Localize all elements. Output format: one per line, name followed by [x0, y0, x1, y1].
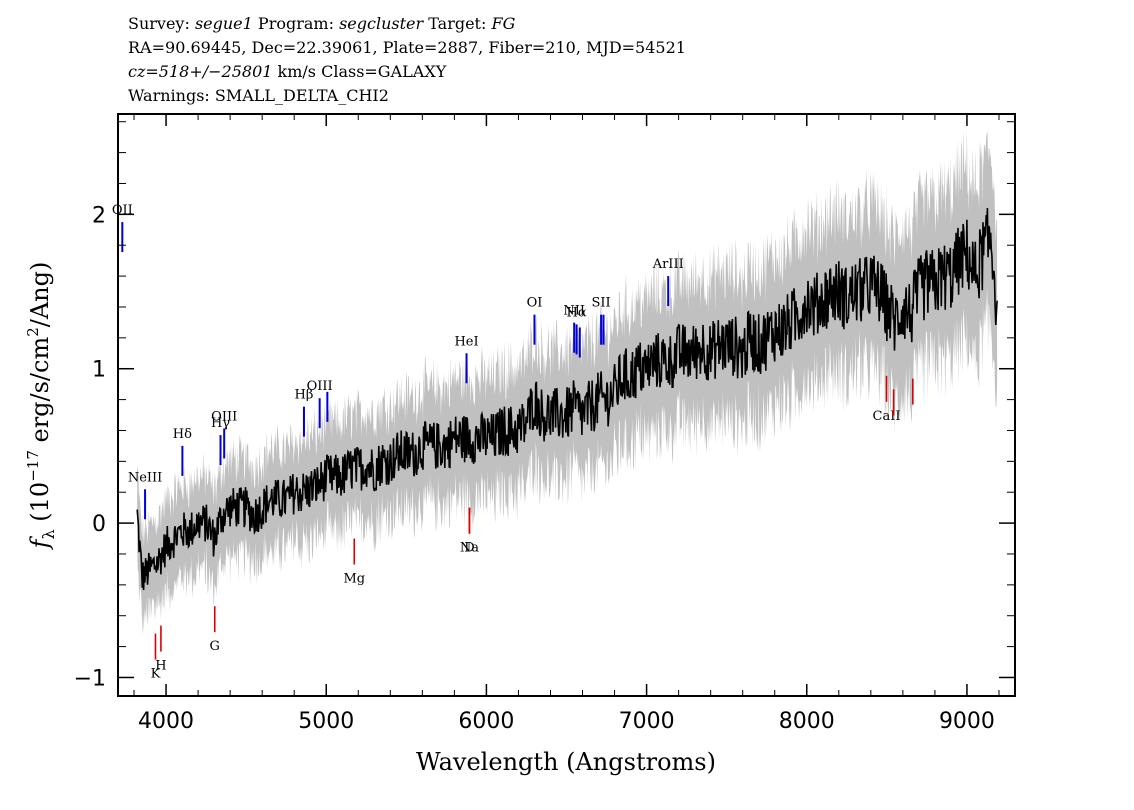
absorption-line-label: D — [464, 541, 474, 556]
header-line-survey: Survey: segue1 Program: segcluster Targe… — [128, 12, 686, 36]
target-label: Target: — [428, 14, 487, 33]
absorption-line-label: Na — [460, 541, 479, 556]
emission-line-label: OIII — [211, 409, 237, 424]
emission-line-label: ArIII — [652, 257, 684, 272]
x-tick-label: 5000 — [298, 709, 354, 734]
y-tick-label: 1 — [92, 358, 106, 383]
emission-line-label: NeIII — [128, 470, 162, 485]
x-tick-label: 4000 — [138, 709, 194, 734]
emission-line-label: Hγ — [211, 416, 230, 431]
emission-line-label: NII — [563, 304, 585, 319]
absorption-line-label: CaII — [873, 409, 901, 424]
absorption-line-label: H — [155, 659, 166, 674]
redshift-value: cz=518+/−25801 — [128, 62, 273, 81]
emission-line-label: OI — [527, 296, 543, 311]
x-tick-label: 8000 — [779, 709, 835, 734]
flux-series — [136, 207, 998, 591]
absorption-line-label: K — [151, 667, 161, 682]
y-tick-label: 0 — [92, 512, 106, 537]
survey-label: Survey: — [128, 14, 190, 33]
axis-ticks: 4000 5000 6000 7000 8000 9000 −1 0 1 2 — [74, 114, 1015, 734]
header-line-warnings: Warnings: SMALL_DELTA_CHI2 — [128, 86, 389, 105]
target-value: FG — [491, 14, 516, 33]
y-tick-label: 2 — [92, 203, 106, 228]
survey-value: segue1 — [194, 14, 253, 33]
header-line-coordinates: RA=90.69445, Dec=22.39061, Plate=2887, F… — [128, 38, 686, 57]
emission-line-label: Hδ — [173, 427, 192, 442]
error-band-area — [137, 127, 998, 637]
y-tick-label: −1 — [74, 666, 106, 691]
emission-line-label: Hβ — [295, 388, 314, 403]
error-band — [137, 127, 998, 637]
velocity-class: km/s Class=GALAXY — [272, 62, 447, 81]
x-tick-label: 6000 — [458, 709, 514, 734]
x-axis-label: Wavelength (Angstroms) — [416, 748, 716, 776]
emission-line-label: OII — [112, 203, 133, 218]
x-tick-label: 9000 — [939, 709, 995, 734]
x-tick-label: 7000 — [619, 709, 675, 734]
emission-line-label: SII — [592, 296, 611, 311]
emission-line-label: OIII — [307, 379, 333, 394]
emission-line-label: Hα — [567, 305, 587, 320]
emission-line-label: HeI — [454, 334, 478, 349]
y-axis-label: fλ (10−17 erg/s/cm2/Ang) — [24, 262, 58, 551]
program-value: segcluster — [339, 14, 424, 33]
absorption-line-label: G — [210, 639, 220, 654]
spectrum-header: Survey: segue1 Program: segcluster Targe… — [128, 12, 686, 108]
program-label: Program: — [257, 14, 334, 33]
plot-frame — [117, 113, 1016, 697]
header-line-redshift: cz=518+/−25801 km/s Class=GALAXY — [128, 60, 686, 84]
absorption-line-label: Mg — [343, 572, 365, 587]
flux-line — [136, 207, 998, 591]
